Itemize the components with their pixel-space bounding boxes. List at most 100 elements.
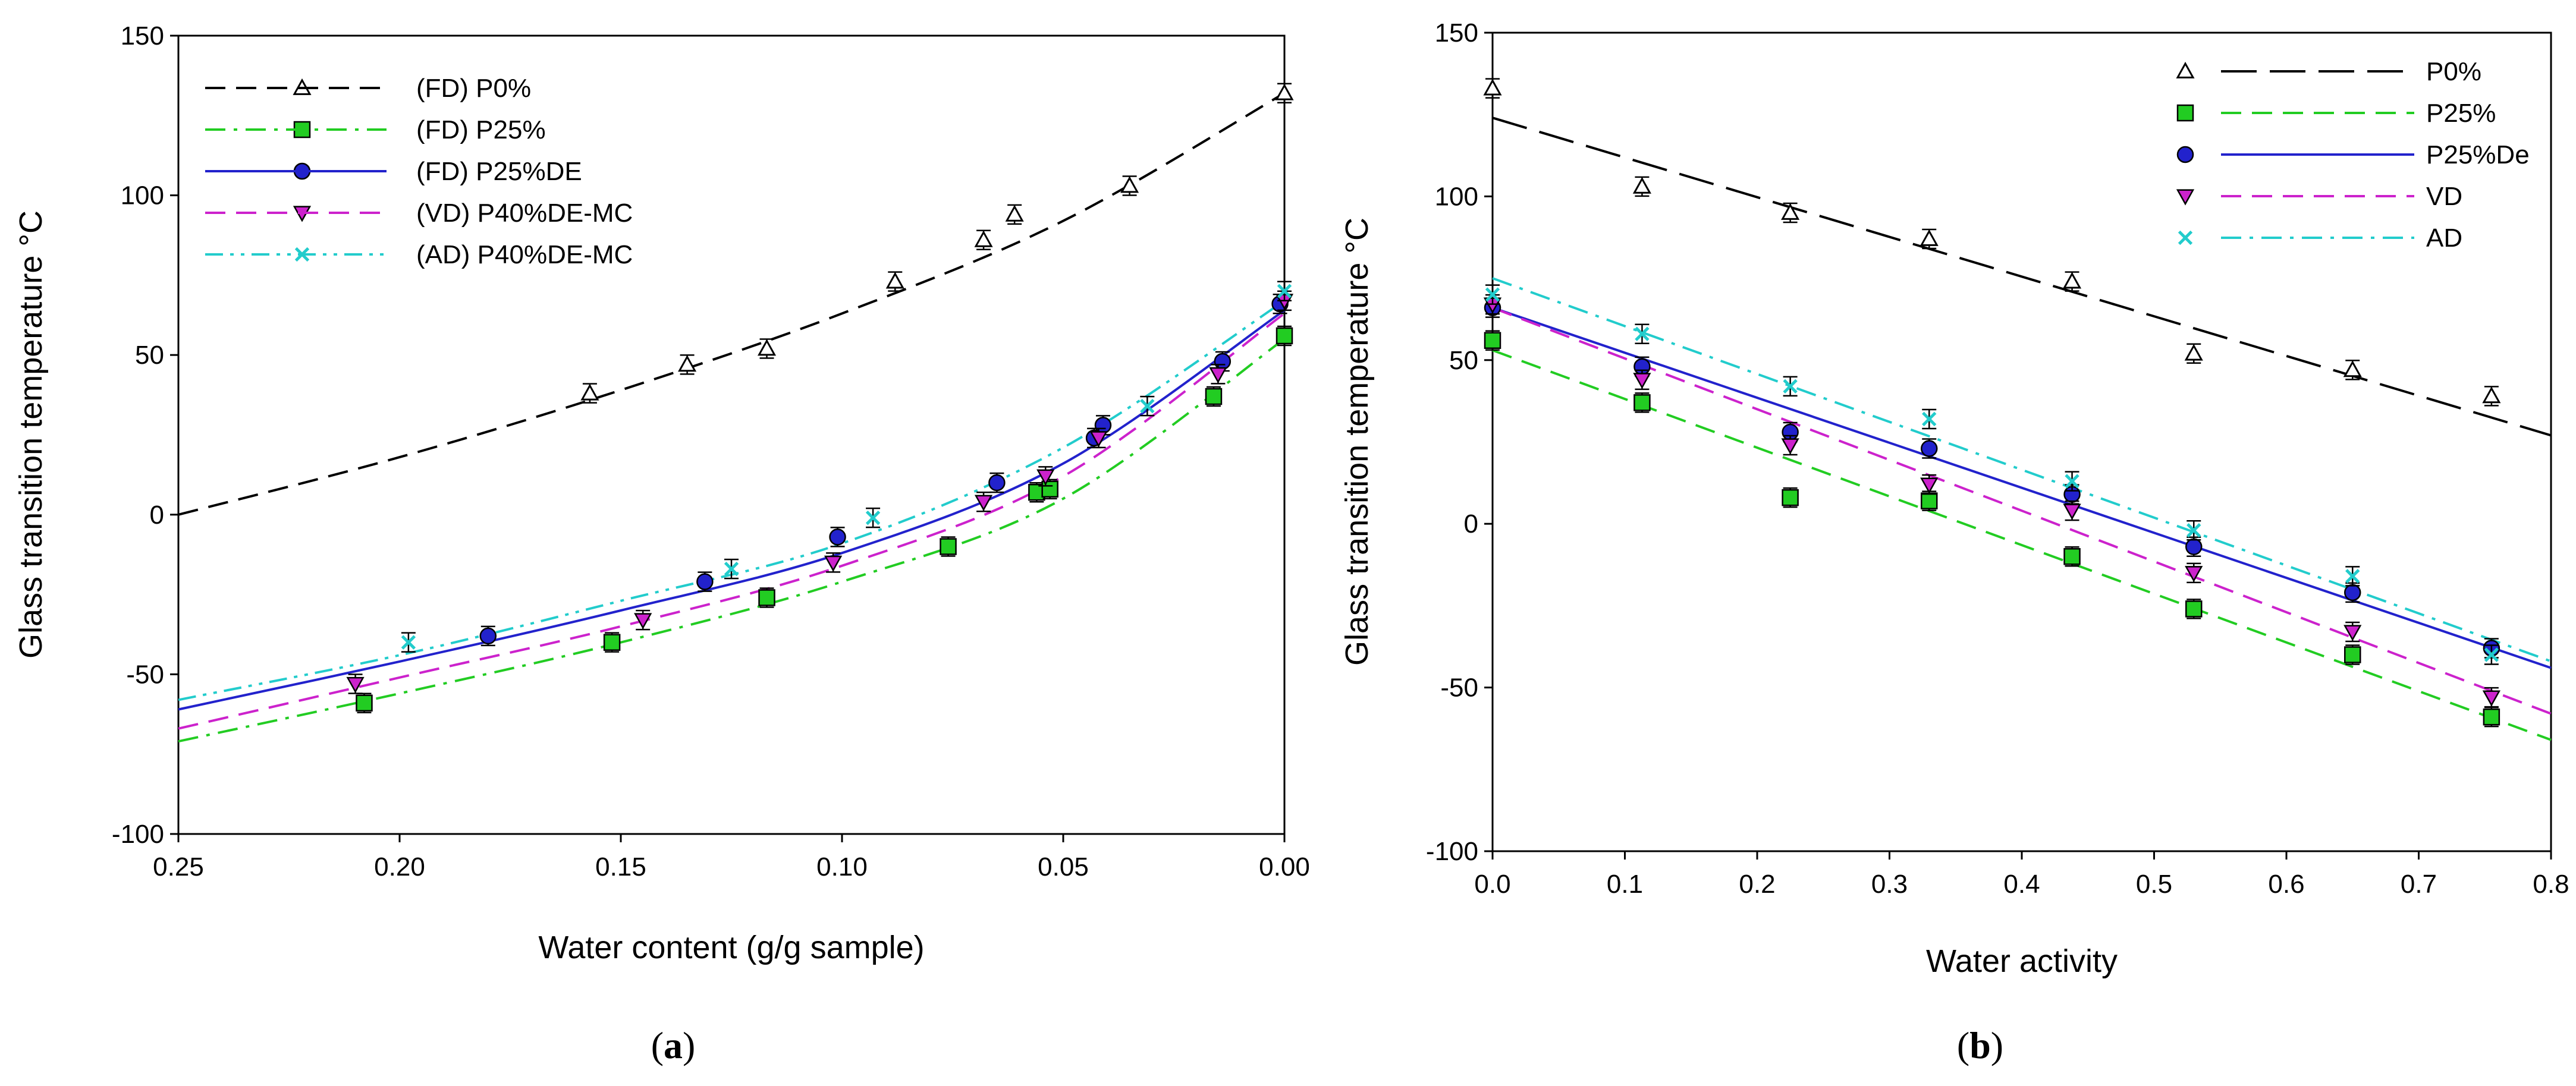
legend-a: (FD) P0% (FD) P25% (FD) P25%DE (VD) P40%DE-… (205, 74, 633, 269)
point-vd (2343, 625, 2362, 641)
point-vd-p40-de-mc (974, 495, 993, 511)
legend-marker-p25-de (2176, 146, 2194, 163)
point-fd-p25-de (988, 474, 1006, 492)
legend-marker-p0 (2176, 61, 2195, 78)
y-tick-label: 50 (135, 341, 164, 370)
point-p25 (2344, 646, 2361, 663)
point-fd-p0 (678, 355, 697, 372)
point-fd-p25-de (829, 528, 846, 546)
point-vd (1781, 438, 1799, 455)
point-p25-de (2185, 538, 2203, 556)
point-p0 (2184, 344, 2203, 361)
point-vd-p40-de-mc (1089, 431, 1108, 448)
y-tick-label: 100 (1435, 182, 1478, 211)
point-p25 (2063, 548, 2081, 565)
y-axis-title-b: Glass transition temperature °C (1339, 218, 1375, 666)
x-tick-label: 0.1 (1607, 870, 1643, 899)
point-vd-p40-de-mc (824, 555, 843, 572)
fit-line-p25 (1492, 349, 2552, 741)
point-p25 (1484, 332, 1501, 350)
point-ad (1922, 411, 1937, 427)
y-tick-label: 0 (150, 500, 164, 530)
x-tick-label: 0.20 (374, 852, 425, 882)
point-fd-p0 (974, 230, 993, 247)
data-points-b (1483, 78, 2501, 728)
legend-marker-vd (2176, 189, 2195, 206)
point-ad-p40-de-mc (401, 635, 416, 650)
chart-panel-a: 0.25 0.20 0.15 0.10 0.05 0.00 -100 -50 0 50 100 150… (13, 21, 1310, 1066)
point-ad (1485, 287, 1500, 302)
point-vd-p40-de-mc (1209, 367, 1227, 384)
point-fd-p0 (885, 272, 904, 289)
legend-label-ad: AD (2426, 224, 2462, 253)
point-vd-p40-de-mc (346, 676, 365, 694)
legend-label-p25: P25% (2426, 99, 2496, 128)
legend-marker-p25 (2176, 104, 2194, 122)
y-tick-label: 50 (1449, 346, 1478, 375)
fit-line-fd-p25 (178, 338, 1286, 743)
legend-label-vd-p40-de-mc: (VD) P40%DE-MC (416, 199, 633, 228)
x-tick-label: 0.25 (153, 852, 204, 882)
fit-line-p0 (1492, 117, 2552, 437)
point-fd-p0 (1005, 204, 1024, 222)
legend-b: P0% P25% P25%De VD AD (2176, 57, 2530, 253)
point-p25 (1782, 489, 1799, 506)
y-tick-label: -50 (126, 660, 164, 689)
point-p0 (1781, 203, 1800, 220)
x-tick-label: 0.05 (1038, 852, 1089, 882)
legend-label-p25-de: P25%De (2426, 140, 2530, 169)
legend-marker-ad (2178, 230, 2193, 245)
fit-line-p25-de (1492, 306, 2552, 669)
point-fd-p25 (940, 538, 957, 555)
legend-label-fd-p0: (FD) P0% (416, 74, 531, 103)
point-fd-p25-de (479, 627, 497, 645)
x-tick-label: 0.4 (2003, 870, 2040, 899)
fit-line-ad (1492, 277, 2552, 663)
point-p25-de (1921, 440, 1938, 457)
legend-label-ad-p40-de-mc: (AD) P40%DE-MC (416, 240, 633, 269)
point-ad-p40-de-mc (1277, 284, 1292, 298)
point-fd-p25-de (1094, 417, 1112, 434)
point-p25 (1633, 394, 1651, 411)
point-ad-p40-de-mc (865, 511, 881, 525)
point-ad-p40-de-mc (1140, 398, 1155, 414)
y-tick-label: 150 (121, 21, 164, 51)
fit-line-vd-p40-de-mc (178, 312, 1286, 730)
point-fd-p0 (1120, 176, 1139, 193)
fit-line-vd (1492, 306, 2552, 715)
chart-panel-b: 0.0 0.1 0.2 0.3 0.4 0.5 0.6 0.7 0.8 -100 -50 0 50 100… (1339, 18, 2569, 1066)
y-tick-label: 100 (121, 181, 164, 210)
point-vd-p40-de-mc (1036, 469, 1055, 486)
point-fd-p0 (580, 383, 599, 401)
point-fd-p25 (1205, 388, 1223, 405)
point-p0 (2482, 386, 2501, 404)
point-p0 (1483, 78, 1502, 96)
caption-b: (b) (1957, 1024, 2003, 1066)
x-tick-label: 0.15 (595, 852, 646, 882)
point-ad (2065, 474, 2079, 489)
point-vd (2063, 503, 2081, 520)
point-p0 (2343, 360, 2362, 377)
y-tick-label: -100 (1426, 837, 1478, 866)
x-tick-label: 0.00 (1259, 852, 1310, 882)
x-tick-label: 0.5 (2136, 870, 2172, 899)
point-ad-p40-de-mc (724, 561, 739, 577)
ticks-a: 0.25 0.20 0.15 0.10 0.05 0.00 -100 -50 0 50 100 150 (112, 21, 1310, 882)
fit-lines-b (1492, 117, 2552, 741)
y-tick-label: -100 (112, 820, 164, 849)
point-fd-p0 (1275, 83, 1294, 100)
x-axis-title-a: Water content (g/g sample) (538, 930, 924, 965)
x-tick-label: 0.6 (2268, 870, 2304, 899)
point-ad (2484, 647, 2499, 662)
point-p0 (1632, 177, 1651, 194)
point-vd (1920, 477, 1939, 494)
point-p25 (1921, 492, 1938, 509)
data-points-a (346, 83, 1294, 713)
legend-label-vd: VD (2426, 182, 2462, 211)
point-ad (1783, 379, 1798, 394)
point-fd-p25-de (1214, 352, 1232, 370)
point-vd (2185, 566, 2203, 583)
legend-label-fd-p25-de: (FD) P25%DE (416, 157, 582, 186)
point-vd (1633, 373, 1651, 389)
